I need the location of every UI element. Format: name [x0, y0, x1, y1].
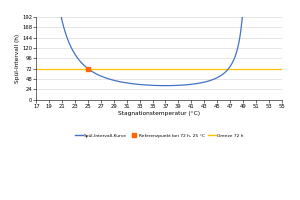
- X-axis label: Stagnationstemperatur (°C): Stagnationstemperatur (°C): [118, 111, 200, 116]
- Legend: Spül-Intervall-Kurve, Referenzpunkt bei 72 h, 25 °C, Grenze 72 h: Spül-Intervall-Kurve, Referenzpunkt bei …: [73, 132, 245, 139]
- Y-axis label: Spül-Intervall (h): Spül-Intervall (h): [15, 34, 20, 83]
